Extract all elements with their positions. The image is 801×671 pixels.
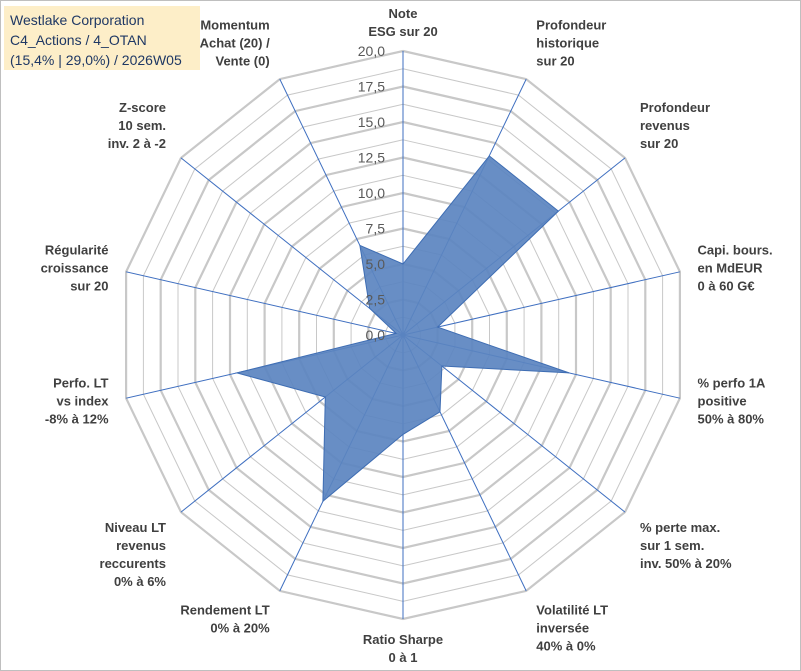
title-line-3: (15,4% | 29,0%) / 2026W05 xyxy=(10,52,182,68)
tick-label: 2,5 xyxy=(366,292,386,308)
axis-spoke xyxy=(125,271,404,336)
tick-label: 5,0 xyxy=(366,256,386,272)
tick-label: 12,5 xyxy=(358,150,385,166)
title-line-1: Westlake Corporation xyxy=(10,12,145,28)
tick-layer: 0,0 2,5 5,0 7,5 10,0 12,5 15,0 17,5 20,0 xyxy=(358,43,385,343)
axis-label: Profondeur historique sur 20 xyxy=(536,18,606,69)
axis-label: % perte max. sur 1 sem. inv. 50% à 20% xyxy=(640,520,732,571)
tick-label: 15,0 xyxy=(358,114,385,130)
title-line-2: C4_Actions / 4_OTAN xyxy=(10,32,147,48)
axis-label: Profondeur revenus sur 20 xyxy=(640,100,710,151)
axis-label: Note ESG sur 20 xyxy=(368,6,437,39)
axis-label: Capi. bours. en MdEUR 0 à 60 G€ xyxy=(698,243,773,294)
axis-spoke xyxy=(402,271,681,336)
axis-spoke xyxy=(180,157,404,336)
tick-label: 7,5 xyxy=(366,221,386,237)
series-area xyxy=(234,155,570,503)
tick-label: 10,0 xyxy=(358,185,385,201)
axis-label: Z-score 10 sem. inv. 2 à -2 xyxy=(108,100,166,151)
axis-label: % perfo 1A positive 50% à 80% xyxy=(698,375,767,426)
axis-label-layer: Note ESG sur 20 Profondeur historique sur 20… xyxy=(41,6,773,665)
tick-label: 17,5 xyxy=(358,79,385,95)
tick-label: 0,0 xyxy=(366,327,386,343)
tick-label: 20,0 xyxy=(358,43,385,59)
chart-title-box: Westlake Corporation C4_Actions / 4_OTAN… xyxy=(4,6,200,70)
axis-label: Momentum Achat (20) / Vente (0) xyxy=(200,18,270,69)
axis-label: Perfo. LT vs index -8% à 12% xyxy=(45,375,109,426)
axis-label: Ratio Sharpe 0 à 1 xyxy=(363,632,443,665)
series-layer xyxy=(234,155,570,503)
axis-label: Régularité croissance sur 20 xyxy=(41,243,109,294)
axis-label: Niveau LT revenus reccurents 0% à 6% xyxy=(100,520,167,589)
axis-label: Volatilité LT inversée 40% à 0% xyxy=(536,603,608,654)
axis-label: Rendement LT 0% à 20% xyxy=(180,603,270,636)
